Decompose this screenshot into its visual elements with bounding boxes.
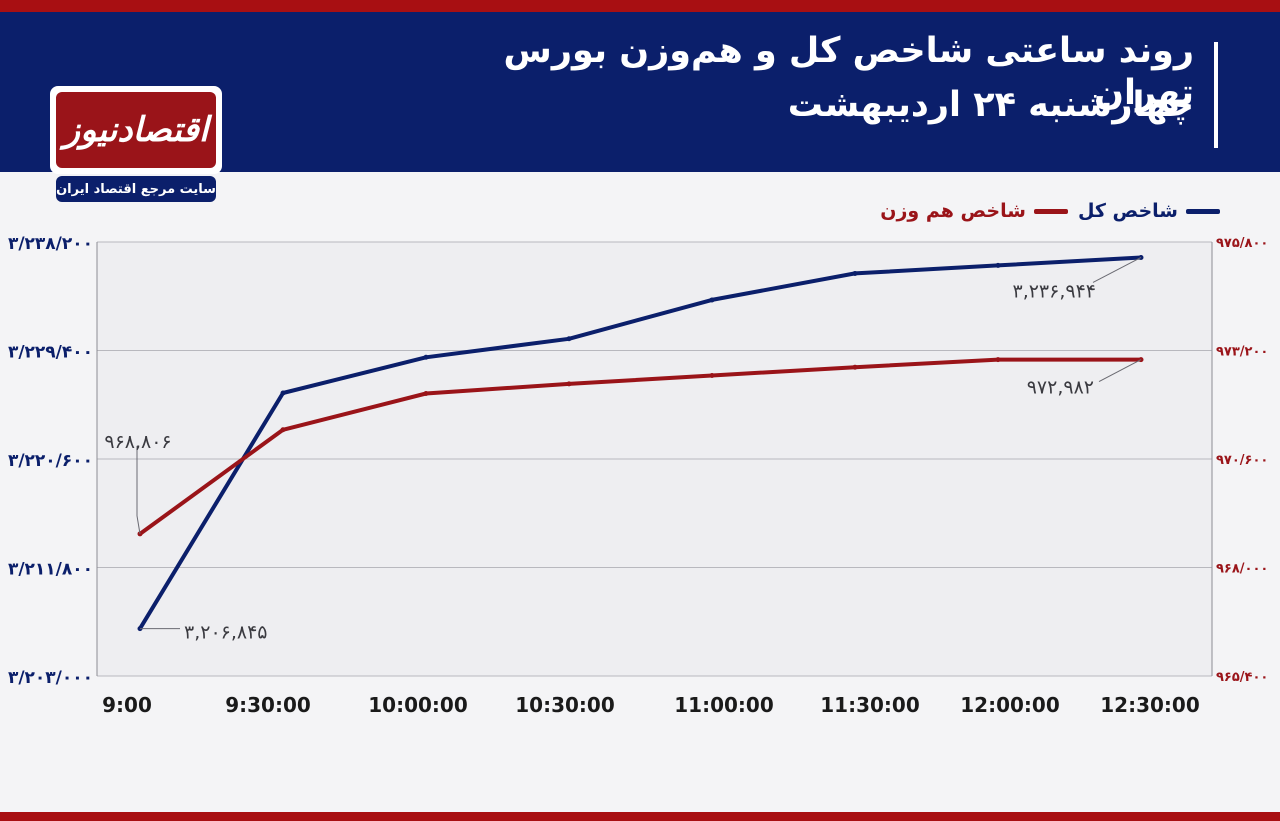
data-point: [566, 381, 572, 387]
data-label: ۳,۲۳۶,۹۴۴: [1012, 280, 1096, 302]
header-divider: [1214, 42, 1218, 148]
page-title: روند ساعتی شاخص کل و هم‌وزن بورس تهران: [503, 31, 1194, 113]
right-axis-tick-label: ۹۷۵/۸۰۰: [1216, 236, 1268, 251]
data-point: [423, 354, 429, 360]
right-axis-tick-label: ۹۷۳/۲۰۰: [1216, 345, 1268, 360]
page-subtitle: چهارشنبه ۲۴ اردیبهشت: [787, 85, 1194, 125]
x-axis-tick-label: 11:00:00: [674, 693, 774, 717]
data-label: ۹۷۲,۹۸۲: [1027, 377, 1094, 399]
series-line-total-index: [138, 255, 1143, 631]
data-point: [709, 297, 715, 303]
data-label: ۳,۲۰۶,۸۴۵: [184, 622, 268, 644]
chart-legend: شاخص کل شاخص هم وزن: [880, 200, 1220, 222]
data-point: [709, 373, 715, 379]
legend-swatch-equal: [1033, 208, 1068, 214]
left-axis-tick-label: ۳/۲۳۸/۲۰۰: [8, 234, 93, 254]
right-axis-tick-label: ۹۶۵/۴۰۰: [1216, 670, 1268, 685]
data-point: [995, 262, 1001, 268]
annotation-leader: [1098, 359, 1142, 383]
data-point: [280, 427, 286, 433]
top-accent-strip: [0, 0, 1280, 12]
annotation-leader: [1092, 257, 1142, 283]
x-axis-tick-label: 12:30:00: [1100, 693, 1200, 717]
x-axis-tick-label: 9:00: [102, 693, 152, 717]
data-point: [995, 357, 1001, 363]
series-line-equal-weight-index: [138, 357, 1143, 536]
bottom-accent-strip: [0, 812, 1280, 821]
x-axis-tick-label: 10:00:00: [368, 693, 468, 717]
brand-tagline: سایت مرجع اقتصاد ایران: [56, 176, 216, 202]
data-point: [280, 390, 286, 396]
right-axis-tick-label: ۹۷۰/۶۰۰: [1216, 453, 1268, 468]
left-axis-tick-label: ۳/۲۱۱/۸۰۰: [8, 560, 93, 580]
brand-logo-mark: اقتصادنیوز: [56, 92, 216, 168]
data-point: [852, 270, 858, 276]
right-axis-tick-label: ۹۶۸/۰۰۰: [1216, 562, 1268, 577]
left-axis-tick-label: ۳/۲۲۰/۶۰۰: [8, 451, 93, 471]
brand-logo-text: اقتصادنیوز: [63, 110, 209, 150]
data-point: [423, 390, 429, 396]
annotation-leader: [136, 445, 141, 534]
legend-label-total: شاخص کل: [1077, 200, 1178, 222]
data-point: [566, 336, 572, 342]
x-axis-tick-label: 10:30:00: [515, 693, 615, 717]
x-axis-tick-label: 11:30:00: [820, 693, 920, 717]
left-axis-tick-label: ۳/۲۰۳/۰۰۰: [8, 668, 93, 688]
x-axis-tick-label: 12:00:00: [960, 693, 1060, 717]
legend-swatch-total: [1186, 208, 1220, 214]
x-axis-tick-label: 9:30:00: [225, 693, 311, 717]
brand-logo: اقتصادنیوز: [50, 86, 222, 174]
legend-item-equal: شاخص هم وزن: [880, 200, 1068, 222]
left-axis-tick-label: ۳/۲۲۹/۴۰۰: [8, 343, 93, 363]
data-point: [852, 364, 858, 370]
legend-item-total: شاخص کل: [1078, 200, 1220, 222]
data-label: ۹۶۸,۸۰۶: [104, 431, 171, 453]
legend-label-equal: شاخص هم وزن: [880, 200, 1026, 222]
